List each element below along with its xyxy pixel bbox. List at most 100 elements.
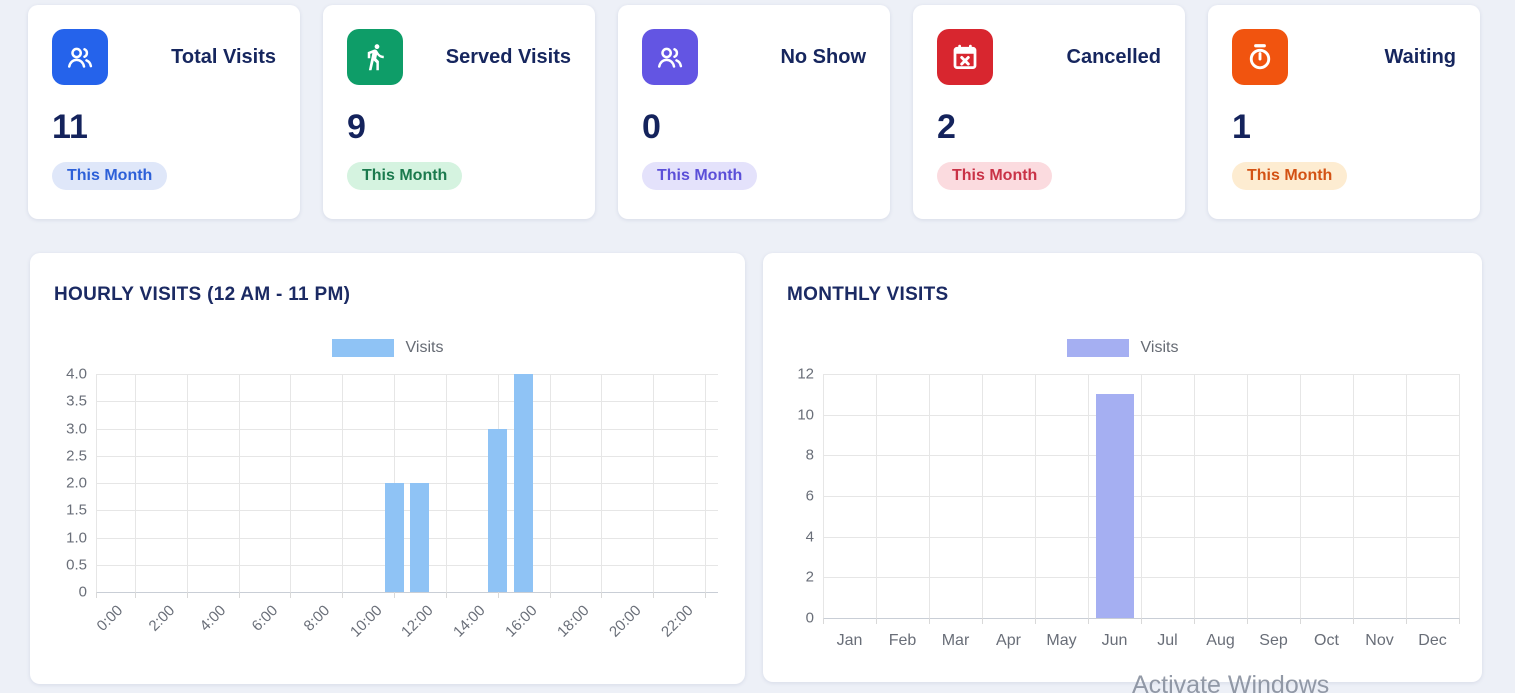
gridline-x bbox=[705, 374, 707, 592]
gridline-y bbox=[96, 455, 718, 457]
stat-label: Served Visits bbox=[445, 45, 571, 68]
activate-windows-watermark: Activate Windows bbox=[1132, 671, 1330, 693]
hourly-chart-title: HOURLY VISITS (12 AM - 11 PM) bbox=[54, 284, 351, 305]
hourly-visits-card: HOURLY VISITS (12 AM - 11 PM) Visits 4.0… bbox=[30, 253, 745, 684]
x-axis-tick bbox=[1247, 618, 1248, 624]
x-axis-tick bbox=[653, 592, 655, 598]
x-axis-tick-label: 2:00 bbox=[145, 602, 178, 635]
x-axis-tick-label: 14:00 bbox=[450, 602, 489, 641]
x-axis-tick-label: 12:00 bbox=[398, 602, 437, 641]
gridline-x bbox=[823, 374, 824, 618]
y-axis-tick-label: 0 bbox=[78, 583, 87, 601]
y-axis-tick-label: 2.5 bbox=[66, 447, 87, 465]
x-axis-tick-label: May bbox=[1046, 632, 1077, 649]
stat-card-cancelled: Cancelled 2 This Month bbox=[913, 5, 1185, 219]
x-axis-tick bbox=[823, 618, 824, 624]
x-axis-tick bbox=[394, 592, 396, 598]
stat-card-header: Total Visits bbox=[52, 29, 276, 85]
stat-card-header: No Show bbox=[642, 29, 866, 85]
y-axis-tick-label: 2.0 bbox=[66, 474, 87, 492]
x-axis-tick bbox=[1141, 618, 1142, 624]
visits-bar[interactable] bbox=[488, 428, 508, 592]
gridline-x bbox=[1459, 374, 1460, 618]
gridline-x bbox=[134, 374, 136, 592]
gridline-y bbox=[96, 510, 718, 512]
x-axis-tick-label: 0:00 bbox=[93, 602, 126, 635]
gridline-x bbox=[290, 374, 292, 592]
x-axis-tick-label: Jul bbox=[1157, 632, 1178, 649]
gridline-x bbox=[876, 374, 877, 618]
gridline-x bbox=[1035, 374, 1036, 618]
y-axis-tick-label: 10 bbox=[797, 406, 814, 424]
x-axis-tick-label: 6:00 bbox=[248, 602, 282, 635]
x-axis-tick-label: 22:00 bbox=[657, 602, 697, 641]
stat-label: Cancelled bbox=[1066, 45, 1161, 68]
x-axis-tick bbox=[601, 592, 603, 598]
stats-row: Total Visits 11 This Month Served Visits… bbox=[28, 5, 1480, 219]
x-axis-tick bbox=[186, 592, 188, 598]
gridline-y bbox=[96, 374, 718, 375]
x-axis-tick bbox=[134, 592, 136, 598]
stat-card-header: Served Visits bbox=[347, 29, 571, 85]
users-icon bbox=[642, 29, 698, 85]
x-axis-tick-label: Sep bbox=[1259, 632, 1288, 649]
monthly-visits-card: MONTHLY VISITS Visits 12 10 8 6 4 2 0 Jan Feb Mar… bbox=[763, 253, 1482, 682]
gridline-x bbox=[1406, 374, 1407, 618]
hourly-chart-legend[interactable]: Visits bbox=[30, 339, 745, 357]
y-axis-tick-label: 0.5 bbox=[66, 556, 87, 574]
visits-bar[interactable] bbox=[384, 483, 404, 592]
y-axis-tick-label: 2 bbox=[805, 568, 814, 586]
x-axis-tick bbox=[497, 592, 499, 598]
stat-value: 0 bbox=[642, 108, 661, 146]
x-axis-tick bbox=[342, 592, 344, 598]
x-axis-tick bbox=[549, 592, 551, 598]
x-axis-tick-label: Aug bbox=[1206, 632, 1235, 649]
gridline-x bbox=[238, 374, 240, 592]
gridline-x bbox=[96, 374, 97, 592]
this-month-badge: This Month bbox=[937, 162, 1053, 190]
visits-bar[interactable] bbox=[514, 374, 534, 592]
x-axis-tick bbox=[1194, 618, 1195, 624]
monthly-chart-legend[interactable]: Visits bbox=[763, 339, 1482, 357]
hourly-bar-chart-plot: 4.0 3.5 3.0 2.5 2.0 1.5 1.0 0.5 0 0:00 2:00 4:00 6:0… bbox=[66, 366, 718, 641]
gridline-x bbox=[549, 374, 551, 592]
x-axis-tick bbox=[982, 618, 983, 624]
visits-bar[interactable] bbox=[410, 483, 430, 592]
legend-label: Visits bbox=[405, 339, 444, 356]
gridline-x bbox=[1194, 374, 1195, 618]
gridline-y bbox=[96, 592, 718, 593]
x-axis-tick-label: Oct bbox=[1314, 632, 1339, 649]
stat-label: Waiting bbox=[1384, 45, 1456, 68]
stat-card-served-visits: Served Visits 9 This Month bbox=[323, 5, 595, 219]
y-axis-tick-label: 1.5 bbox=[66, 501, 87, 519]
x-axis-tick-label: 4:00 bbox=[196, 602, 230, 635]
stat-card-no-show: No Show 0 This Month bbox=[618, 5, 890, 219]
this-month-badge: This Month bbox=[1232, 162, 1348, 190]
stopwatch-icon bbox=[1232, 29, 1288, 85]
visits-bar[interactable] bbox=[1095, 394, 1134, 618]
legend-swatch-visits bbox=[1066, 339, 1129, 357]
x-axis-tick bbox=[1088, 618, 1089, 624]
gridline-x bbox=[342, 374, 344, 592]
gridline-x bbox=[1353, 374, 1354, 618]
gridline-x bbox=[1247, 374, 1248, 618]
x-axis-tick bbox=[1353, 618, 1354, 624]
gridline-y bbox=[96, 537, 718, 539]
stat-label: No Show bbox=[780, 45, 866, 68]
x-axis-tick bbox=[1406, 618, 1407, 624]
x-axis-tick bbox=[238, 592, 240, 598]
x-axis-tick-label: 8:00 bbox=[300, 602, 334, 635]
gridline-x bbox=[186, 374, 188, 592]
stat-value: 11 bbox=[52, 108, 88, 146]
x-axis-tick-label: 16:00 bbox=[502, 602, 541, 641]
y-axis-tick-label: 3.0 bbox=[66, 420, 87, 437]
stat-label: Total Visits bbox=[171, 45, 276, 68]
legend-label: Visits bbox=[1140, 339, 1179, 356]
x-axis-tick-label: Feb bbox=[888, 632, 917, 649]
gridline-y bbox=[96, 428, 718, 430]
gridline-x bbox=[445, 374, 447, 592]
x-axis-tick-label: Dec bbox=[1418, 632, 1447, 649]
y-axis-tick-label: 4 bbox=[805, 528, 814, 546]
this-month-badge: This Month bbox=[642, 162, 758, 190]
stat-card-waiting: Waiting 1 This Month bbox=[1208, 5, 1480, 219]
